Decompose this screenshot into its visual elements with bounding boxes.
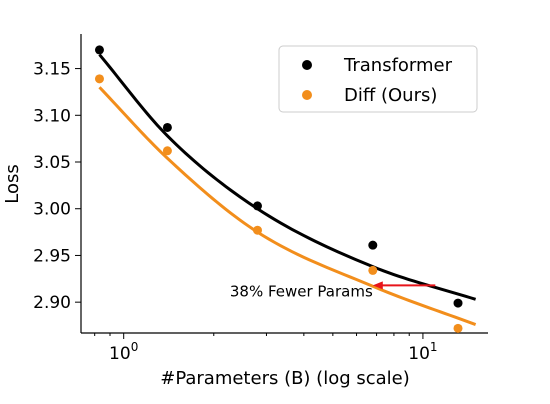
legend-label-transformer: Transformer — [343, 55, 453, 76]
annotation: 38% Fewer Params — [230, 281, 436, 300]
y-tick-label: 3.10 — [33, 106, 71, 126]
y-tick-label: 3.15 — [33, 60, 71, 80]
transformer-point — [94, 45, 104, 55]
legend-marker-diff — [302, 90, 312, 100]
axes — [80, 34, 488, 334]
transformer-point — [453, 298, 463, 308]
legend-box — [278, 45, 478, 113]
diff-point — [453, 323, 463, 333]
x-tick-label: 101 — [408, 340, 437, 364]
y-tick-label: 2.90 — [33, 293, 71, 313]
annotation-arrowhead — [372, 281, 383, 290]
x-ticks: 100 101 — [94, 333, 438, 364]
x-tick-label: 100 — [109, 340, 138, 364]
y-tick-label: 3.00 — [33, 200, 71, 220]
x-axis-label: #Parameters (B) (log scale) — [160, 368, 410, 389]
y-axis-label: Loss — [2, 164, 23, 203]
transformer-point — [252, 201, 262, 211]
annotation-text: 38% Fewer Params — [230, 282, 373, 300]
transformer-point — [162, 122, 172, 132]
diff-point — [94, 74, 104, 84]
diff-point — [162, 146, 172, 156]
data-points — [94, 45, 463, 333]
y-tick-label: 3.05 — [33, 153, 71, 173]
y-ticks: 2.90 2.95 3.00 3.05 3.10 3.15 — [33, 60, 81, 313]
diff-point — [368, 265, 378, 275]
legend-marker-transformer — [302, 60, 312, 70]
legend-label-diff: Diff (Ours) — [344, 85, 437, 106]
legend: Transformer Diff (Ours) — [278, 45, 478, 113]
y-tick-label: 2.95 — [33, 246, 71, 266]
diff-point — [252, 225, 262, 235]
transformer-point — [368, 240, 378, 250]
